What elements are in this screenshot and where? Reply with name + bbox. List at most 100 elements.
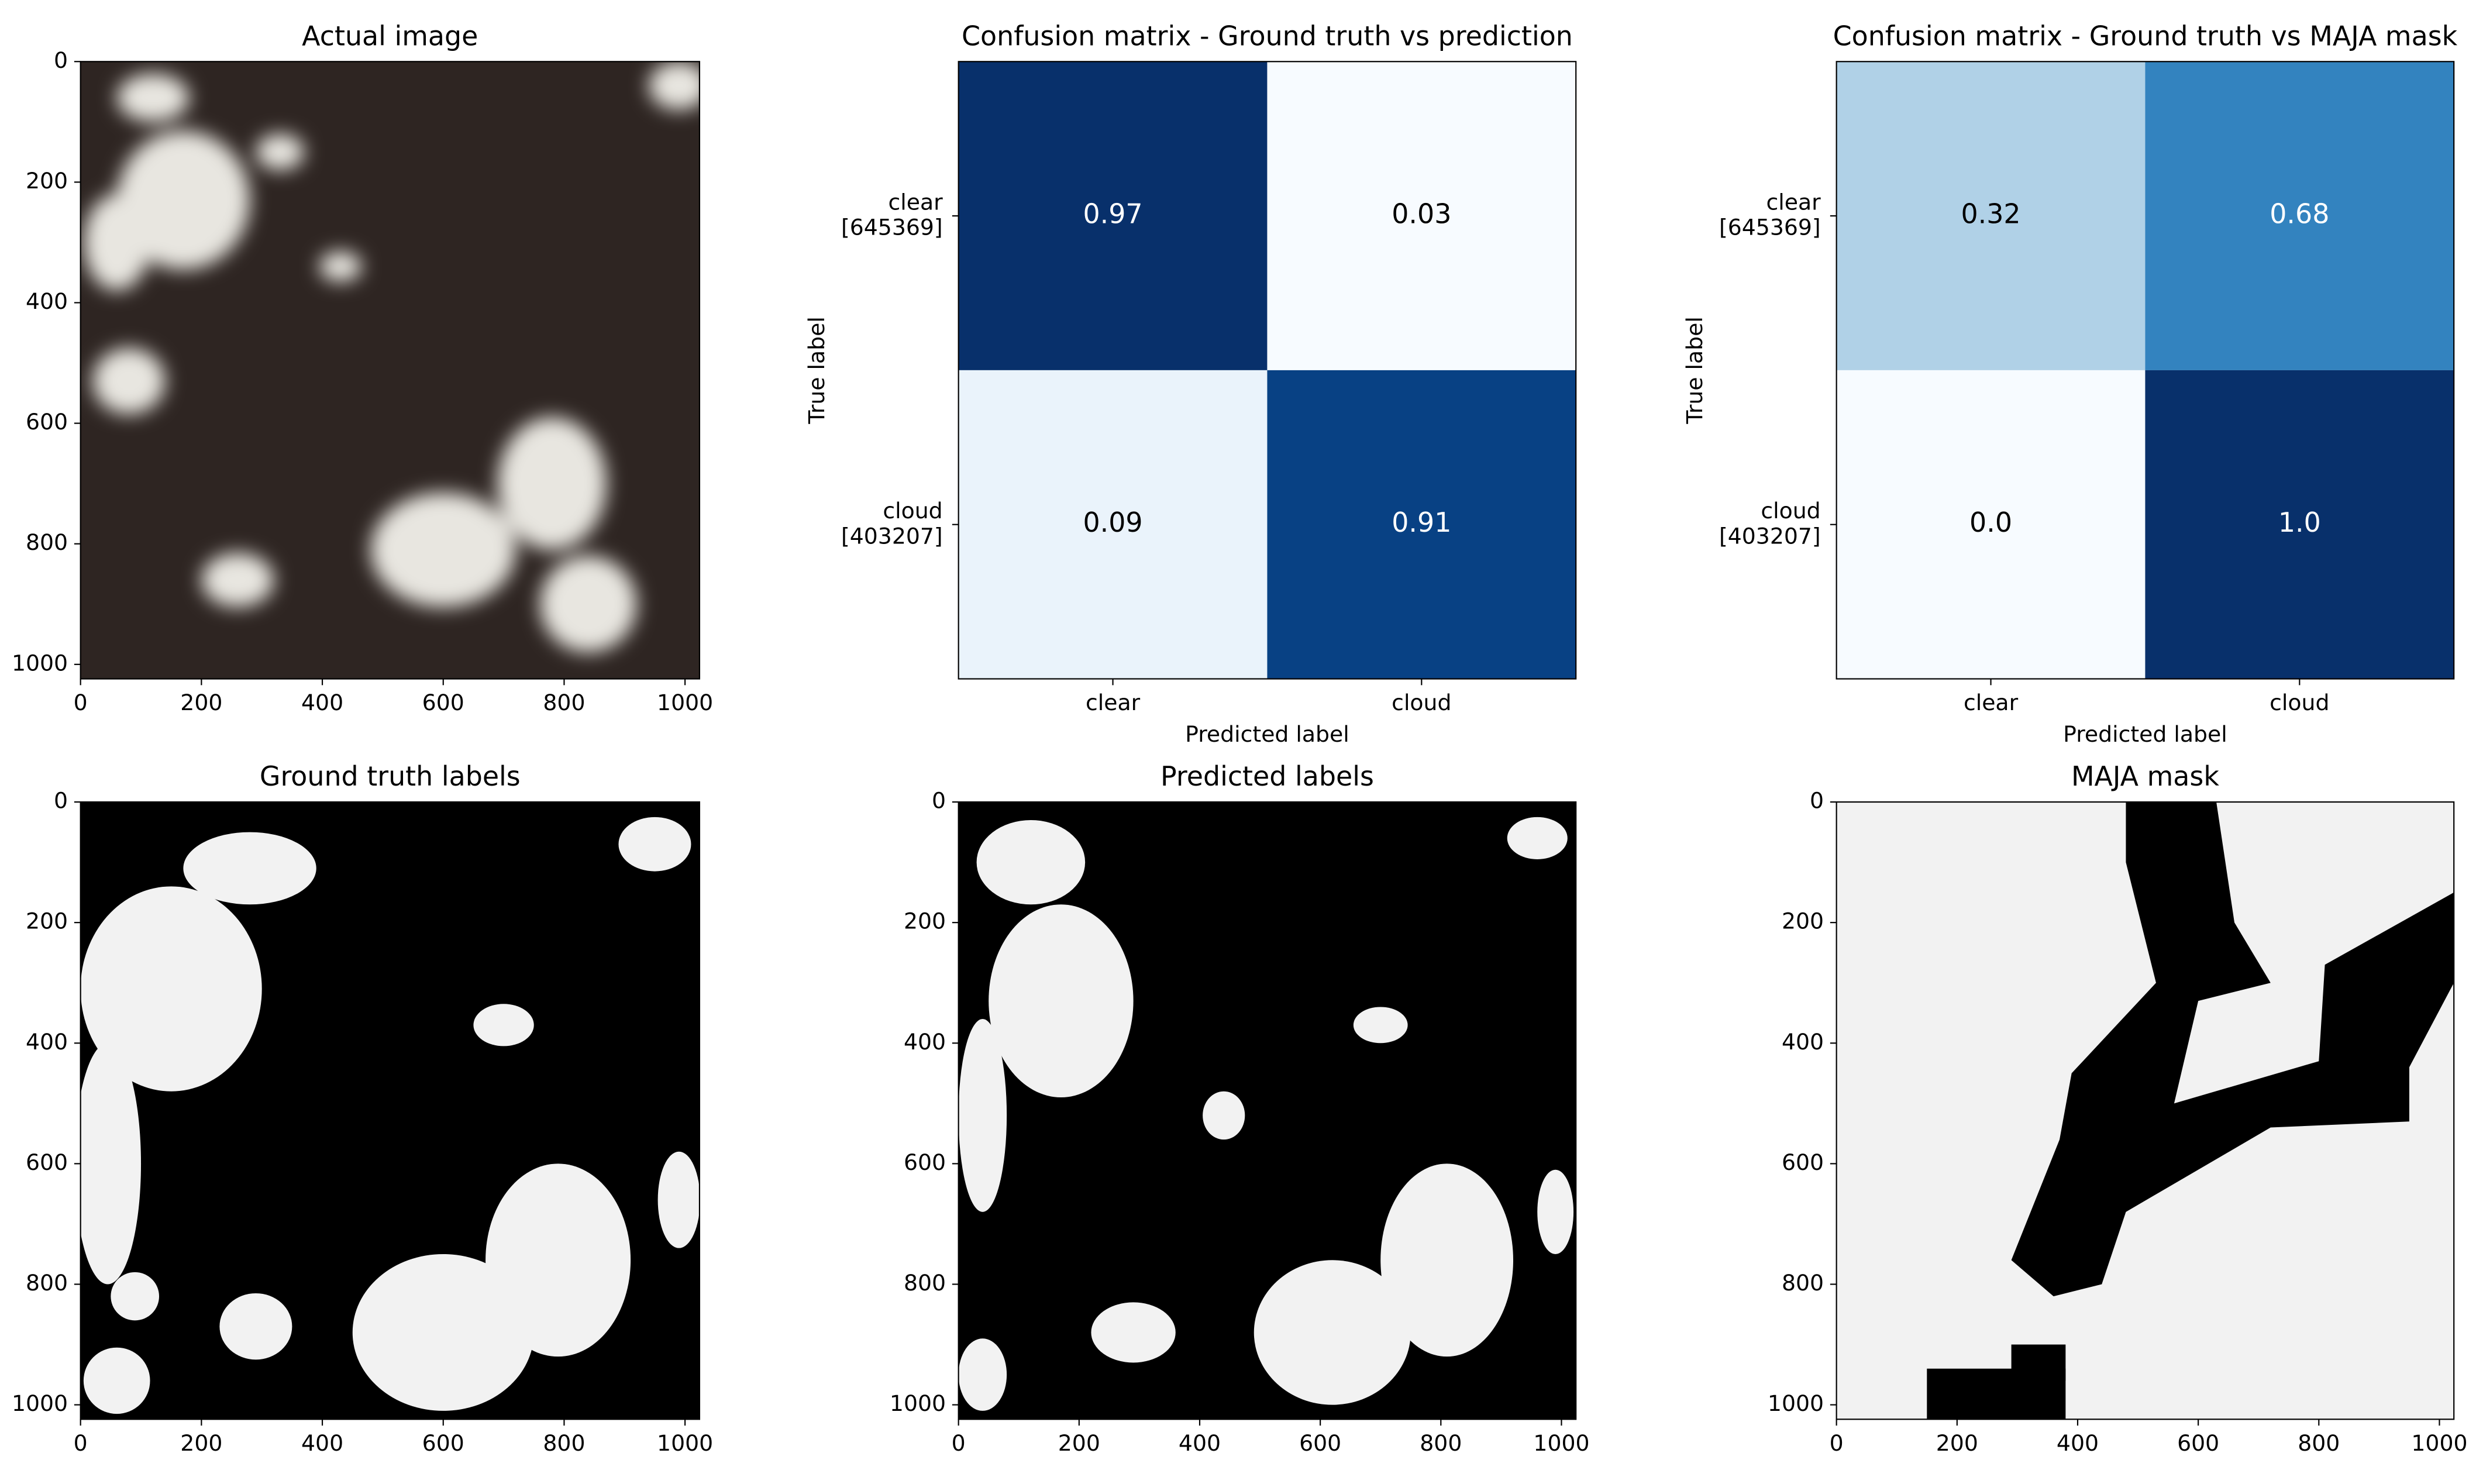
blob xyxy=(618,817,691,872)
y-tick-label: 1000 xyxy=(12,650,68,676)
x-tick-label: 400 xyxy=(1179,1430,1221,1456)
panel-title: Actual image xyxy=(302,20,478,51)
y-tick-label: clear [645369] xyxy=(841,189,943,240)
x-tick-label: 200 xyxy=(1936,1430,1978,1456)
blob xyxy=(201,553,274,607)
image-shapes xyxy=(958,817,1574,1411)
blob xyxy=(958,1019,1007,1212)
cell-label: 0.97 xyxy=(1083,198,1142,230)
image xyxy=(958,802,1576,1420)
panel-title: Ground truth labels xyxy=(260,760,521,792)
x-tick-label: 200 xyxy=(1058,1430,1100,1456)
y-tick-label: 200 xyxy=(26,908,68,934)
y-tick-label: cloud [403207] xyxy=(841,498,943,549)
blob xyxy=(183,832,316,905)
axes-frame xyxy=(80,801,701,1420)
blob xyxy=(497,417,607,550)
cell xyxy=(958,61,1268,370)
cell xyxy=(1836,61,2146,370)
x-tick-label: 600 xyxy=(422,1430,464,1456)
blob xyxy=(1353,1007,1408,1044)
blob xyxy=(116,73,190,122)
x-tick-label: 1000 xyxy=(657,690,713,715)
blob xyxy=(1254,1260,1411,1405)
x-tick-label: 800 xyxy=(543,1430,585,1456)
blob xyxy=(256,133,305,170)
blob xyxy=(540,556,637,653)
x-tick-label: 400 xyxy=(301,1430,343,1456)
blob xyxy=(1537,1169,1574,1254)
x-tick-label: 1000 xyxy=(2411,1430,2467,1456)
axes-frame xyxy=(958,801,1577,1420)
blob xyxy=(352,1254,534,1411)
blob xyxy=(80,1043,142,1285)
x-tick-label: clear xyxy=(1964,690,2019,715)
x-tick-label: 0 xyxy=(74,1430,88,1456)
cell xyxy=(1267,370,1576,679)
blob xyxy=(1507,817,1568,859)
axes-frame xyxy=(1836,61,2455,680)
y-tick-label: 600 xyxy=(26,1149,68,1175)
blob xyxy=(1380,1163,1514,1357)
y-tick-label: 600 xyxy=(26,409,68,435)
x-tick-label: 1000 xyxy=(1533,1430,1589,1456)
y-tick-label: 800 xyxy=(26,529,68,555)
y-tick-label: 400 xyxy=(1782,1029,1824,1055)
blob xyxy=(989,904,1134,1098)
blob xyxy=(83,1347,150,1414)
axes-frame xyxy=(1836,801,2455,1420)
blob xyxy=(80,886,262,1092)
blob xyxy=(473,1004,534,1046)
y-tick-label: 1000 xyxy=(1768,1390,1824,1416)
x-tick-label: 1000 xyxy=(657,1430,713,1456)
blob xyxy=(319,251,362,282)
cell xyxy=(2145,370,2454,679)
y-tick-label: 0 xyxy=(932,788,946,814)
x-tick-label: 800 xyxy=(2298,1430,2340,1456)
axes-frame xyxy=(958,61,1577,680)
x-axis-label: Predicted label xyxy=(2063,721,2227,747)
blob xyxy=(1203,1091,1245,1140)
cell-label: 0.0 xyxy=(1969,507,2012,538)
x-tick-label: cloud xyxy=(1392,690,1451,715)
y-tick-label: 0 xyxy=(54,47,68,73)
y-tick-label: 200 xyxy=(904,908,946,934)
cell xyxy=(1836,370,2146,679)
cell-label: 0.09 xyxy=(1083,507,1142,538)
image xyxy=(80,802,700,1420)
y-tick-label: clear [645369] xyxy=(1719,189,1821,240)
x-tick-label: 800 xyxy=(1420,1430,1462,1456)
blob xyxy=(657,1151,700,1248)
image-shapes xyxy=(80,817,700,1414)
x-tick-label: 0 xyxy=(952,1430,966,1456)
x-tick-label: 400 xyxy=(301,690,343,715)
y-tick-label: 600 xyxy=(1782,1149,1824,1175)
x-tick-label: cloud xyxy=(2270,690,2329,715)
cell-label: 0.03 xyxy=(1392,198,1451,230)
blob xyxy=(649,61,700,110)
mask-region xyxy=(2011,802,2454,1297)
blob xyxy=(83,194,150,291)
blob xyxy=(976,820,1086,905)
x-axis-label: Predicted label xyxy=(1185,721,1349,747)
image xyxy=(80,61,700,679)
y-axis-label: True label xyxy=(804,316,829,425)
x-tick-label: 600 xyxy=(422,690,464,715)
panel-title: MAJA mask xyxy=(2071,760,2219,792)
panel-title: Confusion matrix - Ground truth vs MAJA … xyxy=(1833,20,2458,51)
panel-title: Predicted labels xyxy=(1160,760,1374,792)
cell xyxy=(1267,61,1576,370)
blob xyxy=(958,1338,1007,1411)
y-tick-label: 400 xyxy=(904,1029,946,1055)
blob xyxy=(370,493,516,607)
image-shapes xyxy=(83,61,700,653)
mask-region xyxy=(2011,1344,2066,1381)
y-tick-label: 0 xyxy=(54,788,68,814)
cell-label: 0.68 xyxy=(2270,198,2329,230)
y-tick-label: 1000 xyxy=(12,1390,68,1416)
x-tick-label: 600 xyxy=(2177,1430,2219,1456)
blob xyxy=(111,1272,160,1321)
cell xyxy=(2145,61,2454,370)
y-tick-label: 800 xyxy=(904,1270,946,1296)
